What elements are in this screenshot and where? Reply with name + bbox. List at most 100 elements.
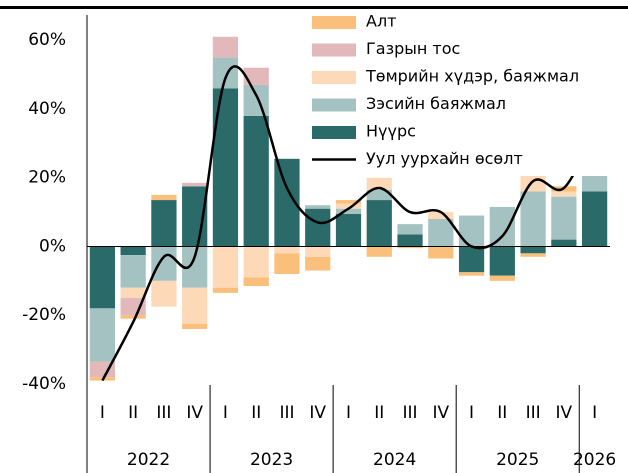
bar-segment — [151, 246, 177, 281]
x-group-label: 2026 — [573, 450, 616, 470]
bar-segment — [243, 246, 269, 278]
bar-segment — [305, 208, 331, 247]
bar-segment — [243, 115, 269, 247]
y-tick-label: 60% — [28, 30, 66, 50]
legend-swatch — [312, 43, 356, 57]
bar-segment — [212, 88, 239, 247]
x-tick-label: II — [374, 403, 384, 423]
legend-label: Төмрийн хүдэр, баяжмал — [365, 67, 579, 86]
bar-segment — [305, 246, 331, 257]
bar-segment — [458, 215, 485, 247]
y-tick-label: 40% — [28, 99, 66, 119]
bar-segment — [489, 275, 515, 281]
bar-segment — [335, 203, 362, 209]
bar-segment — [120, 287, 146, 299]
legend: Алт Газрын тос Төмрийн хүдэр, баяжмал Зэсий… — [306, 10, 610, 176]
x-tick-label: II — [251, 403, 261, 423]
legend-label: Нүүрс — [366, 122, 416, 141]
x-tick-label: IV — [432, 403, 449, 423]
bar-segment — [151, 200, 177, 247]
x-tick-label: I — [346, 403, 351, 423]
bar-segment — [458, 246, 485, 273]
growth-line — [101, 65, 596, 382]
bar-segment — [366, 189, 392, 201]
bar-segment — [489, 246, 515, 276]
bar-segment — [151, 194, 177, 201]
bar-segment — [335, 200, 362, 204]
x-tick-label: III — [156, 403, 171, 423]
legend-label: Алт — [366, 12, 397, 31]
bar-segment — [212, 57, 239, 89]
bar-segment — [366, 200, 392, 247]
bar-segment — [520, 191, 546, 247]
bar-segment — [428, 218, 454, 247]
x-tick-label: II — [128, 403, 138, 423]
bar-segment — [397, 234, 423, 247]
x-tick-label: II — [497, 403, 507, 423]
x-tick-label: IV — [186, 403, 203, 423]
x-tick-label: III — [403, 403, 418, 423]
x-tick-label: I — [592, 403, 597, 423]
bar-segment — [182, 287, 208, 324]
bar-segment — [212, 287, 239, 293]
bar-segment — [397, 224, 423, 235]
x-group-label: 2022 — [127, 450, 170, 470]
bar-segment — [243, 67, 269, 85]
x-tick-label: III — [526, 403, 541, 423]
bar-segment — [520, 253, 546, 257]
bar-segment — [243, 84, 269, 116]
legend-label: Газрын тос — [366, 39, 460, 58]
bar-segment — [274, 246, 300, 254]
bar-segment — [551, 191, 577, 197]
bar-segment — [520, 246, 546, 254]
top-rule — [0, 6, 628, 9]
x-tick-label: IV — [309, 403, 326, 423]
legend-swatch — [312, 126, 356, 139]
bar-segment — [366, 177, 392, 190]
legend-swatch — [312, 71, 356, 84]
y-tick-label: 0% — [39, 236, 66, 256]
x-tick-label: I — [469, 403, 474, 423]
bar-segment — [120, 255, 146, 288]
x-group-label: 2025 — [496, 450, 539, 470]
bar-segment — [305, 205, 331, 209]
bar-segment — [151, 280, 177, 307]
bar-segment — [120, 315, 146, 319]
bar-segment — [428, 246, 454, 259]
y-tick-label: -20% — [22, 305, 66, 325]
bar-segment — [89, 308, 115, 362]
legend-box — [306, 10, 610, 176]
legend-swatch — [312, 98, 356, 112]
x-tick-label: III — [279, 403, 294, 423]
bar-segment — [551, 196, 577, 240]
bar-segment — [335, 208, 362, 214]
bar-segment — [428, 212, 454, 219]
bar-segment — [212, 36, 239, 58]
bar-segment — [212, 246, 239, 288]
x-group-label: 2023 — [250, 450, 293, 470]
bar-segment — [89, 246, 115, 309]
x-tick-label: I — [223, 403, 228, 423]
bar-segment — [305, 256, 331, 271]
bar-segment — [274, 253, 300, 274]
bar-segment — [366, 246, 392, 257]
bar-segment — [182, 323, 208, 329]
y-tick-label: 20% — [28, 168, 66, 188]
y-tick-label: -40% — [22, 374, 66, 394]
legend-swatch — [312, 16, 356, 29]
bar-segment — [182, 182, 208, 187]
x-tick-label: I — [100, 403, 105, 423]
bar-segment — [489, 206, 515, 247]
bar-segment — [458, 272, 485, 276]
bar-segment — [582, 191, 608, 247]
bar-segment — [397, 246, 423, 249]
bar-segment — [89, 361, 115, 378]
bar-segment — [243, 277, 269, 287]
legend-label: Уул уурхайн өсөлт — [366, 149, 523, 168]
x-tick-label: IV — [556, 403, 573, 423]
bar-segment — [335, 213, 362, 247]
bar-segment — [120, 246, 146, 256]
legend-label: Зэсийн баяжмал — [366, 94, 506, 113]
bar-segment — [551, 239, 577, 247]
